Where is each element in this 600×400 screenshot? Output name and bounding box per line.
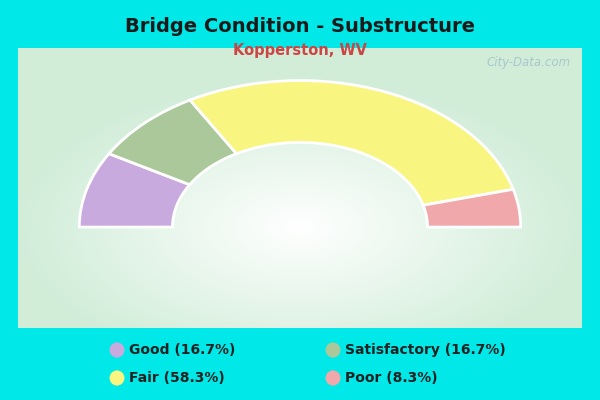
Text: City-Data.com: City-Data.com [487, 56, 571, 70]
Wedge shape [79, 154, 190, 227]
Text: Poor (8.3%): Poor (8.3%) [345, 371, 437, 385]
Wedge shape [190, 80, 513, 205]
Wedge shape [423, 189, 521, 227]
Wedge shape [109, 100, 236, 185]
Text: Satisfactory (16.7%): Satisfactory (16.7%) [345, 343, 506, 357]
Text: Kopperston, WV: Kopperston, WV [233, 42, 367, 58]
Text: Fair (58.3%): Fair (58.3%) [129, 371, 225, 385]
Text: Good (16.7%): Good (16.7%) [129, 343, 235, 357]
Text: Bridge Condition - Substructure: Bridge Condition - Substructure [125, 16, 475, 36]
